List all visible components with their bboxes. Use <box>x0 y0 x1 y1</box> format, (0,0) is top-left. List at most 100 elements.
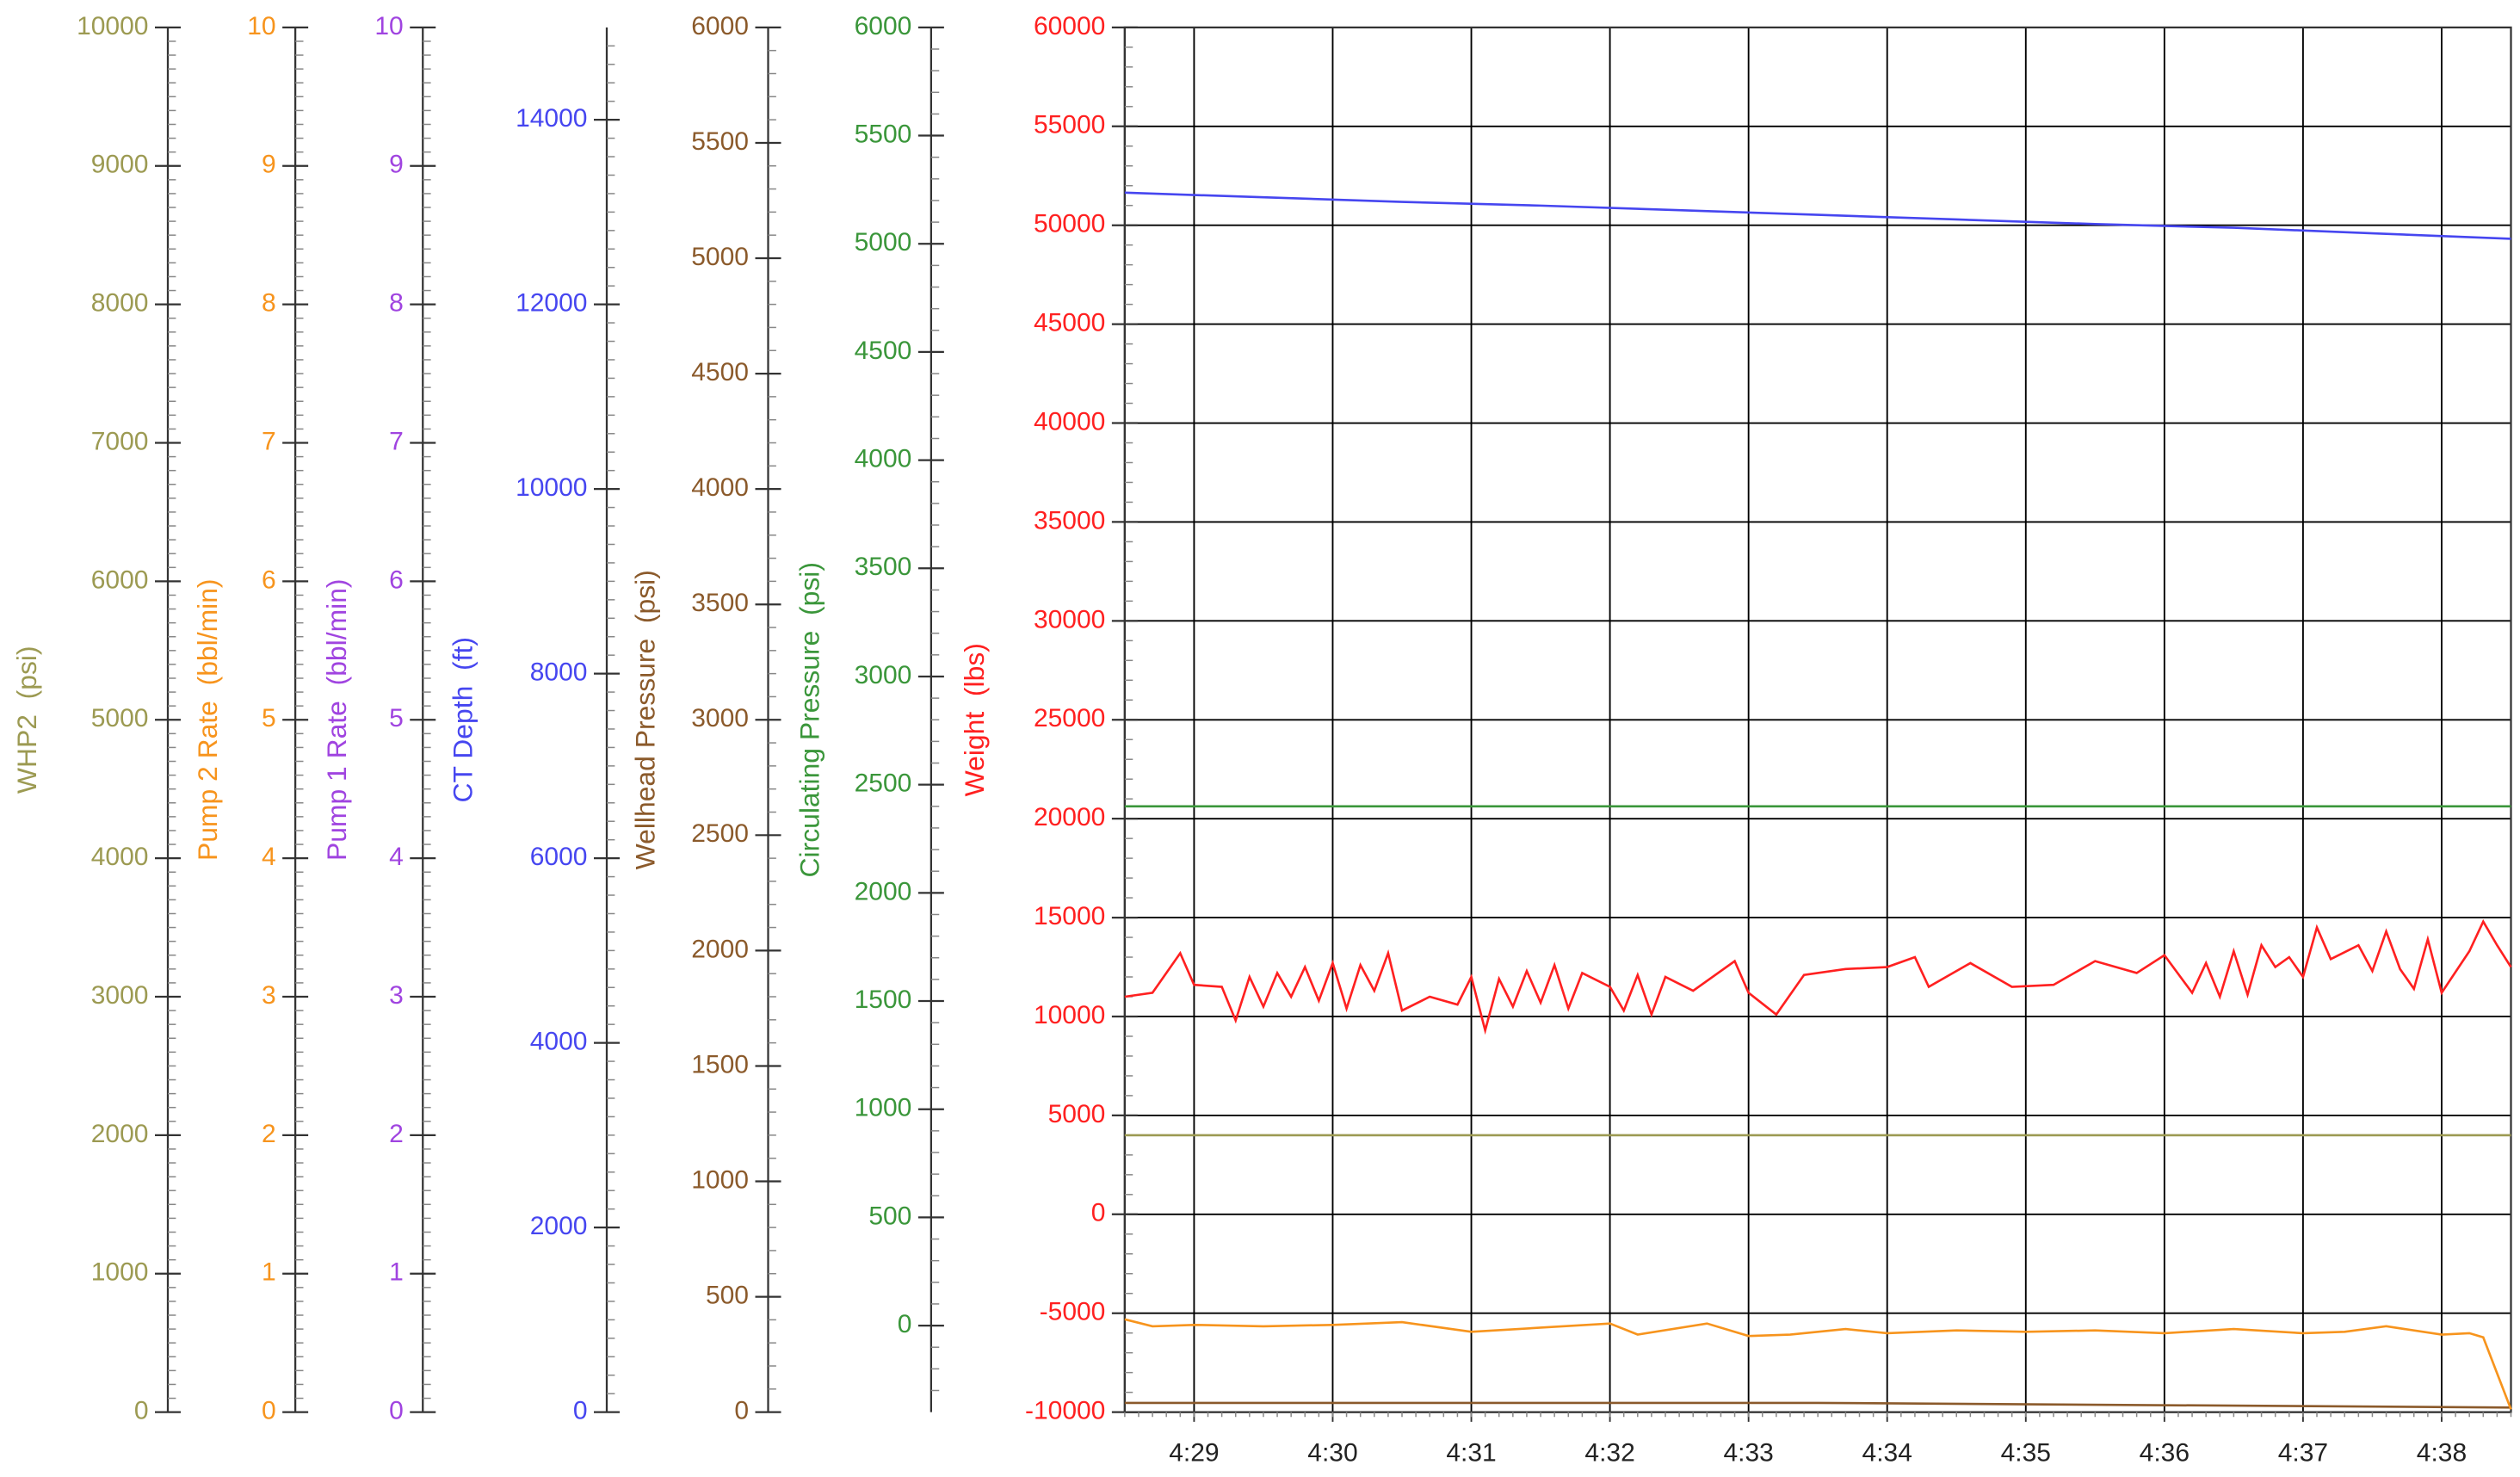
y-tick-label: 7 <box>389 427 404 455</box>
y-tick-label: 55000 <box>1034 111 1105 139</box>
y-tick-label: 0 <box>262 1397 276 1425</box>
y-tick-label: 12000 <box>516 289 587 318</box>
y-tick-label: 45000 <box>1034 309 1105 337</box>
series-line <box>1124 1318 2512 1410</box>
y-tick-label: 500 <box>706 1281 749 1309</box>
y-tick-label: 6 <box>389 565 404 594</box>
y-tick-label: 2500 <box>691 819 749 848</box>
y-tick-label: 6000 <box>691 12 749 40</box>
y-tick-label: 4000 <box>691 473 749 502</box>
y-tick-label: 4000 <box>91 843 149 871</box>
x-tick-label: 4:38 <box>2417 1438 2467 1467</box>
y-tick-label: 6 <box>262 565 276 594</box>
y-tick-label: 8 <box>262 289 276 318</box>
y-tick-label: 2500 <box>855 769 912 798</box>
y-tick-label: 10000 <box>1034 1001 1105 1029</box>
y-tick-label: 5500 <box>691 127 749 156</box>
y-tick-label: 0 <box>1091 1199 1106 1227</box>
y-tick-label: 0 <box>898 1310 912 1338</box>
y-tick-label: 10 <box>247 12 275 40</box>
x-tick-label: 4:31 <box>1446 1438 1496 1467</box>
y-tick-label: 9000 <box>91 151 149 179</box>
y-tick-label: 2000 <box>855 877 912 905</box>
y-tick-label: 1500 <box>855 986 912 1014</box>
series-line <box>1124 191 2511 240</box>
x-tick-label: 4:32 <box>1584 1438 1634 1467</box>
y-tick-label: 9 <box>389 151 404 179</box>
y-tick-label: 5000 <box>855 228 912 256</box>
y-tick-label: 4000 <box>530 1028 588 1056</box>
y-tick-label: 9 <box>262 151 276 179</box>
y-tick-label: 4000 <box>855 445 912 473</box>
y-tick-label: 2000 <box>91 1120 149 1148</box>
y-tick-label: 14000 <box>516 104 587 133</box>
y-tick-label: 3000 <box>91 981 149 1010</box>
y-tick-label: 10000 <box>516 473 587 502</box>
y-tick-label: 3500 <box>691 589 749 617</box>
y-tick-label: 25000 <box>1034 704 1105 732</box>
y-tick-label: 1000 <box>691 1165 749 1194</box>
y-tick-label: 6000 <box>530 843 588 871</box>
y-tick-label: 3500 <box>855 553 912 581</box>
series-line <box>1124 918 2512 1035</box>
y-tick-label: 10 <box>374 12 403 40</box>
y-tick-label: 15000 <box>1034 902 1105 930</box>
y-tick-label: 20000 <box>1034 803 1105 831</box>
y-tick-label: 3000 <box>691 704 749 732</box>
y-tick-label: 1500 <box>691 1050 749 1078</box>
y-tick-label: 7 <box>262 427 276 455</box>
y-tick-label: 3 <box>389 981 404 1010</box>
y-tick-label: -10000 <box>1025 1397 1105 1425</box>
y-tick-label: 5000 <box>1048 1100 1106 1128</box>
y-tick-label: 1000 <box>855 1094 912 1122</box>
y-tick-label: 5 <box>389 704 404 732</box>
y-tick-label: -5000 <box>1040 1298 1106 1326</box>
y-tick-label: 0 <box>573 1397 588 1425</box>
y-tick-label: 50000 <box>1034 210 1105 238</box>
y-tick-label: 4 <box>262 843 276 871</box>
y-tick-label: 60000 <box>1034 12 1105 40</box>
y-tick-label: 1000 <box>91 1258 149 1287</box>
y-tick-label: 2 <box>389 1120 404 1148</box>
y-tick-label: 5500 <box>855 120 912 148</box>
y-tick-label: 8 <box>389 289 404 318</box>
y-tick-label: 1 <box>262 1258 276 1287</box>
y-tick-label: 2000 <box>530 1212 588 1240</box>
y-tick-label: 3 <box>262 981 276 1010</box>
axis-title: CT Depth (ft) <box>447 637 478 802</box>
axis-title: Wellhead Pressure (psi) <box>629 570 660 869</box>
y-tick-label: 6000 <box>91 565 149 594</box>
series-line <box>1124 1401 2511 1409</box>
y-tick-label: 8000 <box>530 658 588 687</box>
y-tick-label: 500 <box>868 1202 911 1230</box>
x-tick-label: 4:36 <box>2140 1438 2190 1467</box>
axis-title: Weight (lbs) <box>959 643 990 796</box>
y-tick-label: 0 <box>134 1397 149 1425</box>
x-tick-label: 4:37 <box>2278 1438 2328 1467</box>
y-tick-label: 6000 <box>855 12 912 40</box>
y-tick-label: 5000 <box>691 243 749 271</box>
y-tick-label: 35000 <box>1034 506 1105 535</box>
y-tick-label: 2000 <box>691 935 749 963</box>
y-tick-label: 4500 <box>855 337 912 365</box>
x-tick-label: 4:34 <box>1862 1438 1912 1467</box>
axis-title: Pump 1 Rate (bbl/min) <box>321 578 352 861</box>
y-tick-label: 40000 <box>1034 407 1105 436</box>
y-tick-label: 4 <box>389 843 404 871</box>
x-tick-label: 4:35 <box>2001 1438 2051 1467</box>
y-tick-label: 8000 <box>91 289 149 318</box>
y-tick-label: 30000 <box>1034 605 1105 633</box>
y-tick-label: 0 <box>389 1397 404 1425</box>
y-tick-label: 0 <box>734 1397 749 1425</box>
axis-title: Circulating Pressure (psi) <box>794 562 825 878</box>
axis-title: WHP2 (psi) <box>11 646 42 794</box>
y-tick-label: 1 <box>389 1258 404 1287</box>
axis-title: Pump 2 Rate (bbl/min) <box>192 578 223 861</box>
y-tick-label: 7000 <box>91 427 149 455</box>
y-tick-label: 3000 <box>855 661 912 689</box>
y-tick-label: 5 <box>262 704 276 732</box>
y-tick-label: 4500 <box>691 358 749 386</box>
x-tick-label: 4:29 <box>1169 1438 1219 1467</box>
y-tick-label: 10000 <box>77 12 148 40</box>
